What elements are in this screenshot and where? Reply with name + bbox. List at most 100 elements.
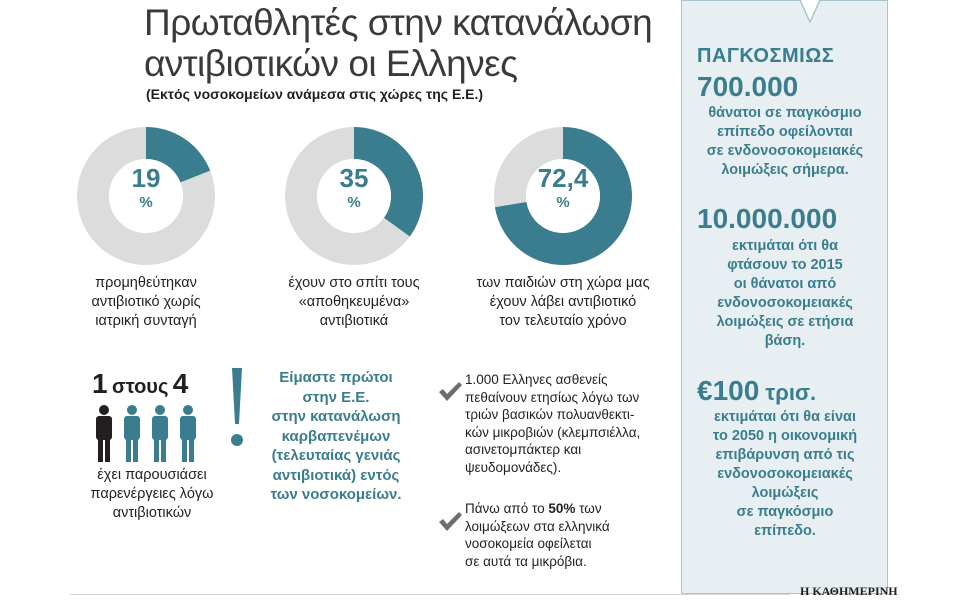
callout-line: (τελευταίας γενιάς <box>271 447 401 464</box>
note-infections: Πάνω από το 50% των λοιμώξεων στα ελληνι… <box>465 500 675 570</box>
sidebar-line: το 2050 η οικονομική <box>712 428 858 444</box>
ratio-four: 4 <box>172 368 189 399</box>
donut-unit: % <box>556 194 570 211</box>
sidebar-line: φτάσουν το 2015 <box>727 257 843 273</box>
person-icon-teal <box>124 405 140 462</box>
sidebar-notch <box>780 0 840 24</box>
note-line: τριών βασικών πολυανθεκτι- <box>465 407 635 422</box>
note-line: σε αυτά τα μικρόβια. <box>465 553 587 569</box>
caption-line: «αποθηκευμένα» <box>298 294 410 310</box>
caption-line: προμηθεύτηκαν <box>95 275 197 291</box>
global-sidebar <box>681 0 888 594</box>
caption-line: έχουν λάβει αντιβιοτικό <box>489 294 637 310</box>
sidebar-line: σε ενδονοσοκομειακές <box>706 143 864 159</box>
callout-line: στην κατανάλωση <box>271 408 401 425</box>
note-deaths: 1.000 Ελληνες ασθενείς πεθαίνουν ετησίως… <box>465 371 675 476</box>
ratio-caption: έχει παρουσιάσει παρενέργειες λόγω αντιβ… <box>62 466 242 523</box>
donut-hole <box>317 159 391 233</box>
note-line: ψευδομονάδες). <box>465 459 562 475</box>
sidebar-line: εκτιμάται ότι θα <box>731 238 839 254</box>
sidebar-line: λοιμώξεις <box>751 485 819 501</box>
stat-amount: €100 <box>697 375 760 406</box>
sidebar-line: επίπεδο. <box>754 523 816 539</box>
footer-rule <box>70 594 790 595</box>
donut-unit: % <box>139 194 153 211</box>
donut-segment <box>494 127 632 265</box>
note-prefix: Πάνω από το <box>465 501 549 516</box>
people-icons <box>96 405 196 462</box>
donut-value: 72,4 <box>537 163 589 193</box>
caption-line: παρενέργειες λόγω <box>90 486 214 502</box>
sidebar-heading: ΠΑΓΚΟΣΜΙΩΣ <box>697 45 835 67</box>
callout-line: των νοσοκομείων. <box>270 486 402 503</box>
sidebar-line: λοιμώξεις σε ετήσια <box>716 314 854 330</box>
brand-logo: Η ΚΑΘΗΜΕΡΙΝΗ <box>800 584 898 598</box>
caption-line: έχουν στο σπίτι τους <box>288 275 420 291</box>
person-icon-teal <box>180 405 196 462</box>
sidebar-line: βάση. <box>764 333 806 349</box>
sidebar-text-3: εκτιμάται ότι θα είναι το 2050 η οικονομ… <box>695 408 875 541</box>
sidebar-stat-3: €100 τρισ. <box>697 376 816 408</box>
ratio-one: 1 <box>92 368 108 399</box>
carbapenem-callout: Είμαστε πρώτοι στην Ε.Ε. στην κατανάλωση… <box>252 368 420 505</box>
sidebar-line: σε παγκόσμιο <box>736 504 834 520</box>
title-line-1: Πρωταθλητές στην κατανάλωση <box>144 2 653 43</box>
callout-line: Είμαστε πρώτοι <box>279 369 393 386</box>
note-suffix: των <box>575 501 602 516</box>
sidebar-line: οι θάνατοι από <box>733 276 837 292</box>
page-title: Πρωταθλητές στην κατανάλωση αντιβιοτικών… <box>144 2 664 84</box>
ratio-word: στους <box>112 376 169 398</box>
exclamation-icon <box>231 368 243 446</box>
person-icon-dark <box>96 405 112 462</box>
note-line: κών μικροβιών (κλεμπσιέλλα, <box>465 424 641 440</box>
checkmark-icon <box>439 512 462 531</box>
sidebar-line: ενδονοσοκομειακές <box>717 466 853 482</box>
sidebar-line: ενδονοσοκομειακές <box>717 295 853 311</box>
donut-chart-3: 72,4 % <box>493 126 633 266</box>
stat-unit: τρισ. <box>759 380 817 405</box>
note-line: 1.000 Ελληνες ασθενείς <box>465 372 608 387</box>
donut-value: 35 <box>339 163 369 193</box>
sidebar-stat-2: 10.000.000 <box>697 203 838 234</box>
donut-unit: % <box>347 194 361 211</box>
donut-ring <box>285 127 423 265</box>
note-line: πεθαίνουν ετησίως λόγω των <box>465 389 640 405</box>
sidebar-text-1: θάνατοι σε παγκόσμιο επίπεδο οφείλονται … <box>695 104 875 180</box>
ratio-heading: 1 στους 4 <box>92 368 188 400</box>
callout-line: στην Ε.Ε. <box>302 388 370 406</box>
donut-caption-1: προμηθεύτηκαν αντιβιοτικό χωρίς ιατρική … <box>56 274 236 331</box>
note-line: νοσοκομεία οφείλεται <box>465 536 592 551</box>
donut-chart-2: 35 % <box>284 126 424 266</box>
donut-chart-1: 19 % <box>76 126 216 266</box>
caption-line: έχει παρουσιάσει <box>97 467 207 483</box>
donut-hole <box>526 159 600 233</box>
caption-line: ιατρική συνταγή <box>95 313 197 329</box>
donut-ring <box>77 127 215 265</box>
caption-line: των παιδιών στη χώρα μας <box>476 275 650 291</box>
person-icon-teal <box>152 405 168 462</box>
callout-line: καρβαπενέμων <box>281 427 391 445</box>
note-line: Πάνω από το 50% των <box>465 500 675 518</box>
donut-hole <box>109 159 183 233</box>
sidebar-line: επίπεδο οφείλονται <box>717 124 853 140</box>
donut-segment <box>146 127 211 183</box>
donut-ring <box>494 127 632 265</box>
note-line: λοιμώξεων στα ελληνικά <box>465 518 610 534</box>
caption-line: αντιβιοτικό χωρίς <box>91 294 201 310</box>
caption-line: τον τελευταίο χρόνο <box>499 313 627 329</box>
donut-caption-3: των παιδιών στη χώρα μας έχουν λάβει αντ… <box>458 274 668 331</box>
caption-line: αντιβιοτικά <box>319 313 389 329</box>
note-line: ασινετομπάκτερ και <box>465 442 582 457</box>
donut-value: 19 <box>131 163 161 193</box>
donut-caption-2: έχουν στο σπίτι τους «αποθηκευμένα» αντι… <box>264 274 444 331</box>
title-line-2: αντιβιοτικών οι Ελληνες <box>144 43 518 84</box>
sidebar-line: λοιμώξεις σήμερα. <box>721 162 849 178</box>
sidebar-stat-1: 700.000 <box>697 71 799 102</box>
page-subtitle: (Εκτός νοσοκομείων ανάμεσα στις χώρες τη… <box>146 86 484 102</box>
donut-segment <box>354 127 423 237</box>
sidebar-text-2: εκτιμάται ότι θα φτάσουν το 2015 οι θάνα… <box>695 237 875 351</box>
sidebar-line: εκτιμάται ότι θα είναι <box>714 409 856 425</box>
callout-line: αντιβιοτικά) εντός <box>272 466 400 484</box>
caption-line: αντιβιοτικών <box>112 505 192 521</box>
checkmark-icon <box>439 382 462 401</box>
